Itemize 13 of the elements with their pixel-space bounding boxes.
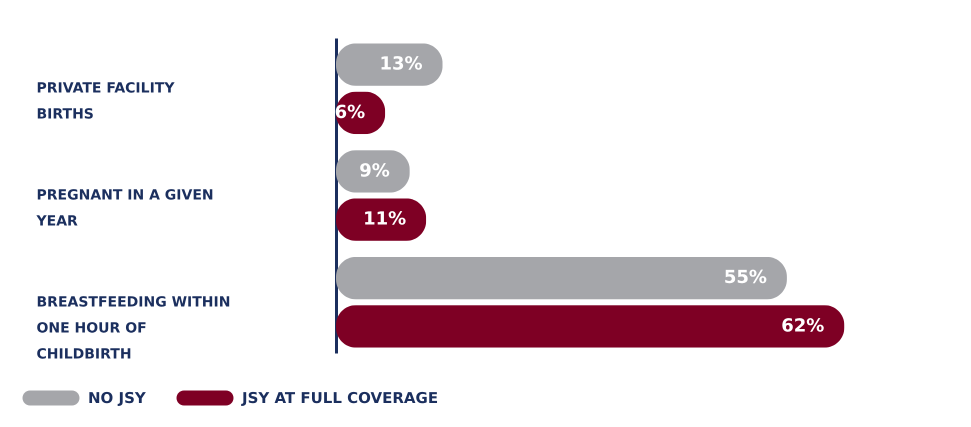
y-tick-label: BREASTFEEDING WITHIN ONE HOUR OF CHILDBIRTH: [36, 294, 230, 362]
data-label: 6%: [334, 102, 366, 123]
legend-label: JSY AT FULL COVERAGE: [241, 389, 438, 407]
y-tick-label: PRIVATE FACILITY BIRTHS: [36, 80, 176, 123]
bar: [336, 305, 844, 348]
legend-label: NO JSY: [88, 389, 147, 407]
y-tick-label: PREGNANT IN A GIVEN YEAR: [36, 188, 214, 230]
data-label: 11%: [363, 208, 406, 230]
bar: [336, 256, 787, 300]
data-label: 62%: [781, 315, 824, 336]
data-label: 9%: [359, 160, 390, 182]
data-label: 13%: [379, 54, 423, 75]
data-label: 55%: [724, 267, 767, 288]
